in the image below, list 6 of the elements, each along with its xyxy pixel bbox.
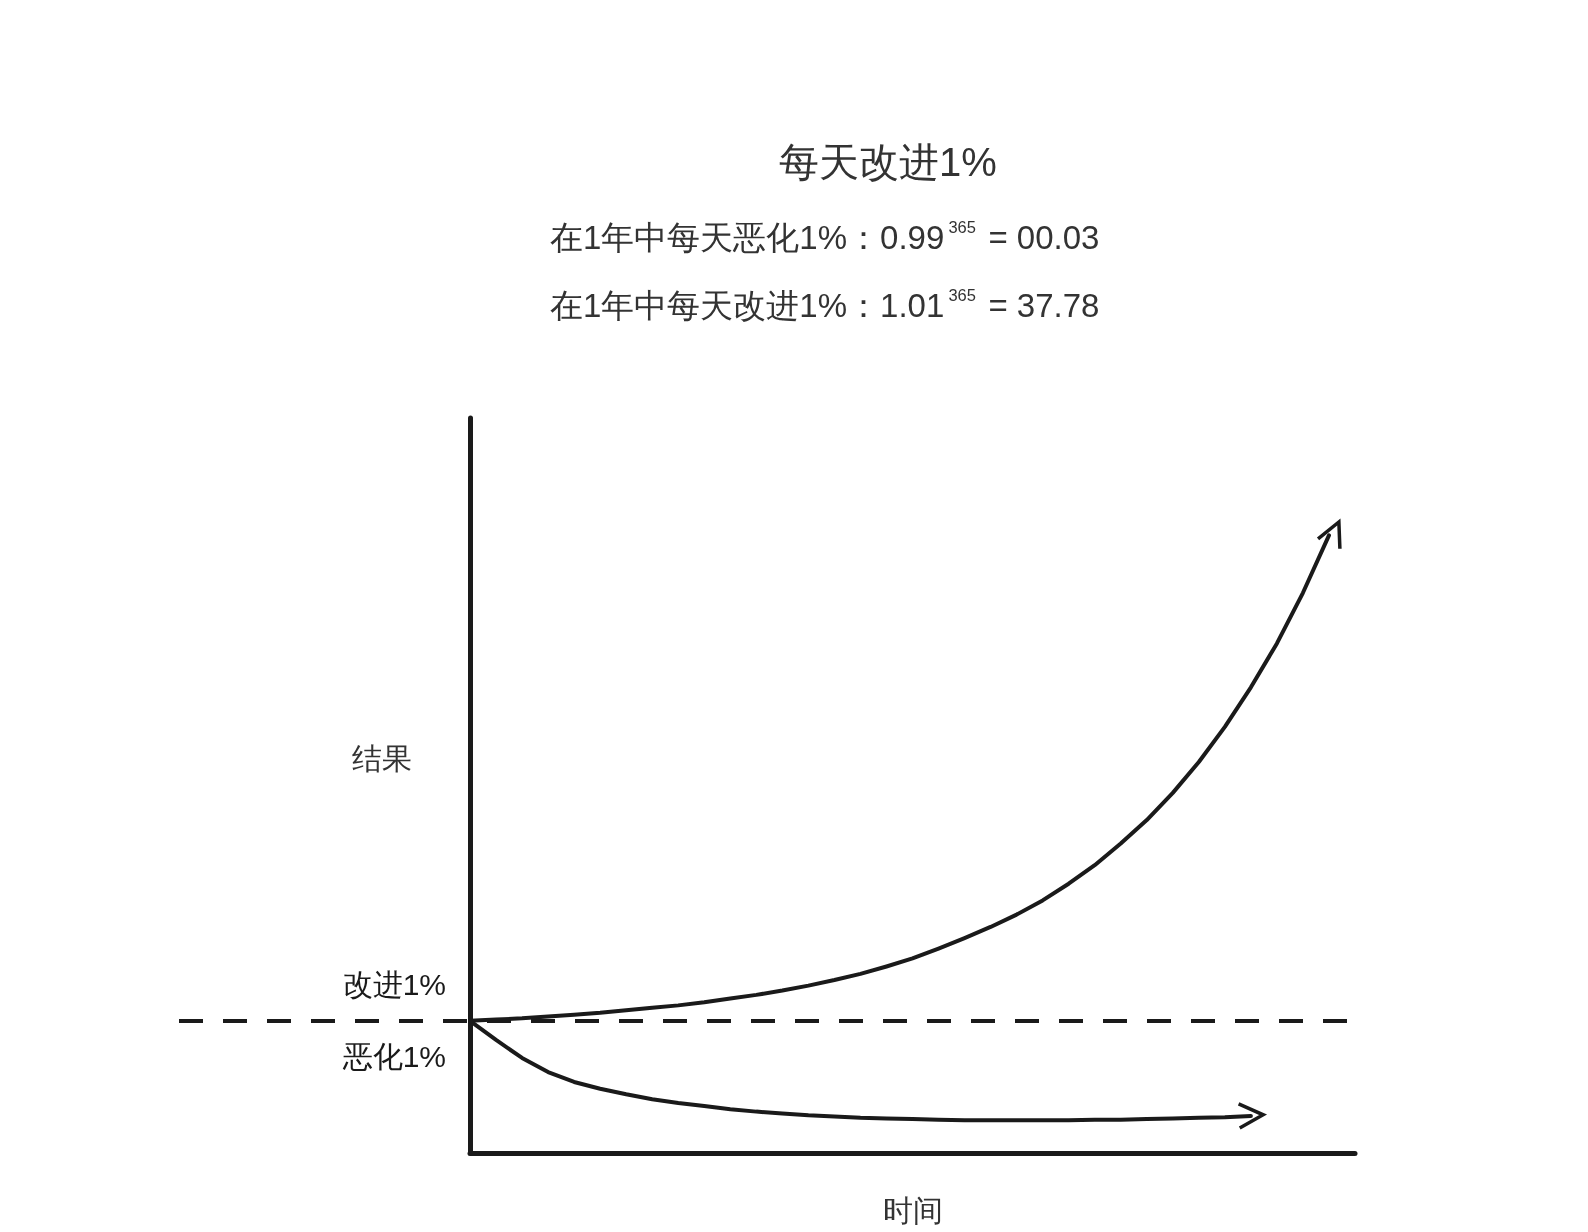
series-label: 改进1% <box>342 968 446 1002</box>
y-axis-title: 结果 <box>352 742 412 775</box>
x-axis-title: 时间 <box>882 1193 943 1227</box>
chart-title: 每天改进1% <box>779 139 997 186</box>
series-label: 恶化1% <box>341 1040 446 1074</box>
text: 在1年中每天恶化1%：0.99$^{365}$ = 00.03 在1年中每天改进1%：1.01$^{365}$ = 37.78 <box>550 218 1100 324</box>
